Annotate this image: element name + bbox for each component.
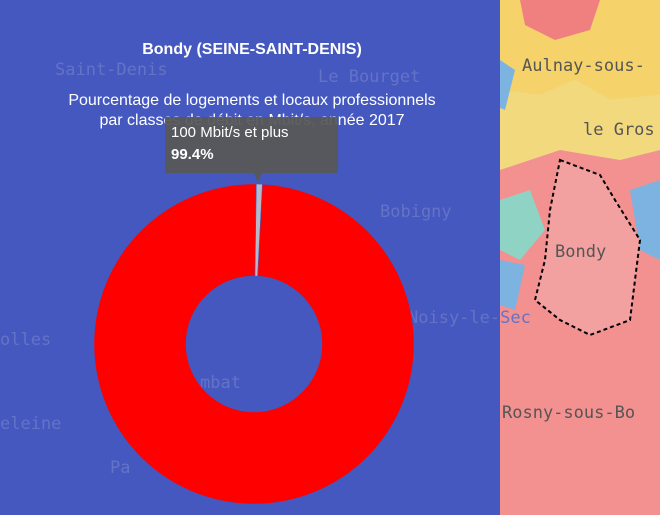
map-label: Noisy-le-Sec bbox=[408, 308, 531, 328]
map-label: Saint-Denis bbox=[55, 60, 168, 80]
map-label: eleine bbox=[0, 414, 61, 434]
map-label: Pa bbox=[110, 458, 130, 478]
chart-title: Bondy (SEINE-SAINT-DENIS) bbox=[142, 41, 362, 58]
donut-slice bbox=[254, 183, 263, 277]
tooltip: 100 Mbit/s et plus 99.4% bbox=[165, 117, 338, 183]
map-zone bbox=[500, 80, 660, 170]
map-zone bbox=[630, 180, 660, 260]
map-label: Rosny-sous-Bo bbox=[502, 403, 635, 423]
tooltip-value: 99.4% bbox=[171, 146, 214, 163]
map-label: olles bbox=[0, 330, 51, 350]
tooltip-box bbox=[165, 117, 338, 183]
map-label: Aulnay-sous- bbox=[522, 56, 645, 76]
commune-boundary bbox=[533, 158, 642, 337]
map-zone bbox=[500, 190, 545, 260]
map-label: Bobigny bbox=[380, 202, 452, 222]
map-zone bbox=[520, 0, 600, 40]
tooltip-category: 100 Mbit/s et plus bbox=[171, 124, 289, 141]
map-zone bbox=[500, 260, 525, 310]
map-label: mbat bbox=[200, 373, 241, 393]
donut-slice bbox=[93, 183, 415, 505]
map-label: Le Bourget bbox=[318, 67, 420, 87]
map-label: le Gros bbox=[583, 120, 655, 140]
map-labels: Saint-Denis Le Bourget Bobigny Noisy-le-Sec… bbox=[0, 56, 655, 478]
map-label: Bondy bbox=[555, 242, 606, 262]
map-zone bbox=[500, 60, 515, 110]
donut bbox=[93, 183, 415, 505]
chart-subtitle: Pourcentage de logements et locaux profe… bbox=[68, 92, 435, 109]
